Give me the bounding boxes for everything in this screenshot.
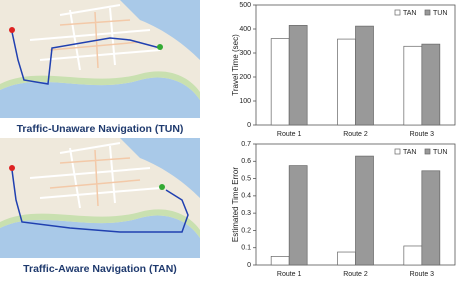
y-tick-label: 200 (239, 74, 251, 81)
y-tick-label: 0.7 (241, 141, 251, 148)
y-tick-label: 0.3 (241, 210, 251, 217)
y-tick-label: 500 (239, 2, 251, 9)
legend-swatch (424, 148, 431, 155)
x-tick-label: Route 2 (343, 271, 368, 278)
legend-label: TAN (403, 149, 416, 156)
bar (337, 251, 356, 266)
bar (421, 43, 441, 126)
y-tick-label: 0.6 (241, 158, 251, 165)
y-tick-label: 300 (239, 50, 251, 57)
bar (403, 245, 423, 266)
legend-swatch (424, 9, 431, 16)
y-axis-label: Travel Time (sec) (231, 34, 240, 96)
y-tick-label: 0 (247, 122, 251, 129)
y-tick-label: 0 (247, 262, 251, 269)
bar (421, 170, 441, 266)
x-tick-label: Route 2 (343, 131, 368, 138)
y-tick-label: 0.5 (241, 175, 251, 182)
map-tun (0, 0, 200, 118)
x-tick-label: Route 3 (410, 131, 435, 138)
caption: Traffic-Aware Navigation (TAN) (23, 263, 177, 275)
x-tick-label: Route 3 (410, 271, 435, 278)
bar (288, 25, 308, 126)
bar (288, 165, 308, 266)
legend-label: TUN (433, 149, 447, 156)
y-tick-label: 0.2 (241, 227, 251, 234)
y-axis-label: Estimated Time Error (231, 167, 240, 242)
legend-swatch (394, 148, 401, 155)
caption: Traffic-Unaware Navigation (TUN) (17, 123, 184, 135)
y-tick-label: 400 (239, 26, 251, 33)
bar (355, 25, 374, 126)
bar (270, 256, 290, 266)
bar (403, 45, 423, 126)
map-tan (0, 138, 200, 258)
x-tick-label: Route 1 (277, 271, 302, 278)
y-tick-label: 0.1 (241, 245, 251, 252)
legend-swatch (394, 9, 401, 16)
bar (337, 38, 356, 126)
y-tick-label: 100 (239, 98, 251, 105)
bar (270, 38, 290, 126)
y-tick-label: 0.4 (241, 193, 251, 200)
x-tick-label: Route 1 (277, 131, 302, 138)
bar (355, 155, 374, 266)
legend-label: TUN (433, 10, 447, 17)
legend-label: TAN (403, 10, 416, 17)
